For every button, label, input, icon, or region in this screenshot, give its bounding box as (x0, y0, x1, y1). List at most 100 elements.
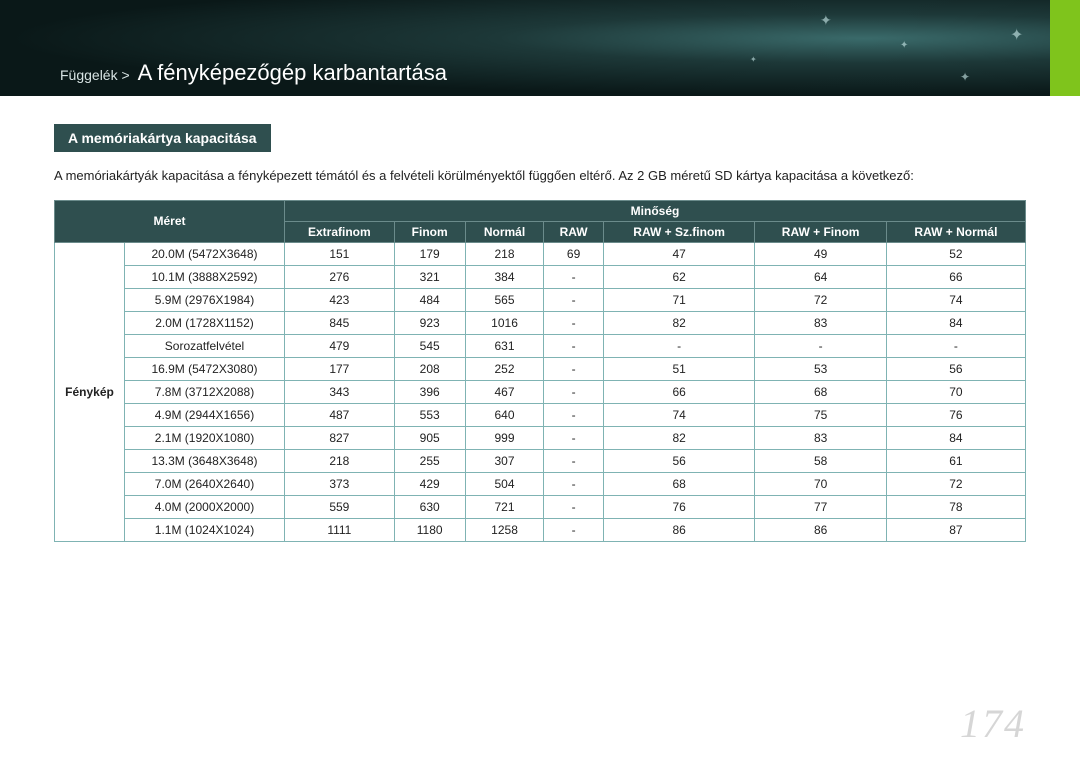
cell-value: 467 (465, 380, 544, 403)
cell-value: 845 (285, 311, 395, 334)
cell-value: 1180 (394, 518, 465, 541)
cell-value: 999 (465, 426, 544, 449)
cell-value: - (544, 472, 603, 495)
cell-value: 1016 (465, 311, 544, 334)
cell-value: 66 (603, 380, 755, 403)
cell-value: 82 (603, 426, 755, 449)
cell-size: 16.9M (5472X3080) (125, 357, 285, 380)
cell-value: - (755, 334, 886, 357)
cell-value: 321 (394, 265, 465, 288)
cell-value: 545 (394, 334, 465, 357)
col-quality-sub: Normál (465, 221, 544, 242)
cell-value: - (544, 449, 603, 472)
cell-value: 177 (285, 357, 395, 380)
cell-value: 70 (886, 380, 1025, 403)
cell-value: 84 (886, 426, 1025, 449)
cell-value: - (544, 265, 603, 288)
table-row: 10.1M (3888X2592)276321384-626466 (55, 265, 1026, 288)
capacity-table: Méret Minőség ExtrafinomFinomNormálRAWRA… (54, 200, 1026, 542)
header-banner: ✦ ✦ ✦ ✦ ✦ Függelék > A fényképezőgép kar… (0, 0, 1080, 96)
cell-value: 218 (465, 242, 544, 265)
page-title: A fényképezőgép karbantartása (138, 60, 447, 85)
table-head: Méret Minőség ExtrafinomFinomNormálRAWRA… (55, 200, 1026, 242)
cell-value: 423 (285, 288, 395, 311)
cell-value: 47 (603, 242, 755, 265)
cell-value: 58 (755, 449, 886, 472)
breadcrumb-prefix: Függelék > (60, 67, 130, 83)
cell-value: 252 (465, 357, 544, 380)
cell-size: Sorozatfelvétel (125, 334, 285, 357)
cell-value: 49 (755, 242, 886, 265)
cell-value: 69 (544, 242, 603, 265)
cell-value: 307 (465, 449, 544, 472)
cell-value: 504 (465, 472, 544, 495)
table-row: 5.9M (2976X1984)423484565-717274 (55, 288, 1026, 311)
col-quality-sub: RAW (544, 221, 603, 242)
cell-value: 151 (285, 242, 395, 265)
cell-value: 208 (394, 357, 465, 380)
cell-value: 484 (394, 288, 465, 311)
table-row: 2.1M (1920X1080)827905999-828384 (55, 426, 1026, 449)
cell-value: 68 (603, 472, 755, 495)
cell-value: - (886, 334, 1025, 357)
sparkle-icon: ✦ (1010, 25, 1023, 45)
cell-value: 77 (755, 495, 886, 518)
cell-value: 56 (886, 357, 1025, 380)
cell-value: 1258 (465, 518, 544, 541)
cell-value: - (544, 380, 603, 403)
cell-value: 71 (603, 288, 755, 311)
col-size: Méret (55, 200, 285, 242)
cell-value: 72 (755, 288, 886, 311)
cell-value: 51 (603, 357, 755, 380)
cell-value: 565 (465, 288, 544, 311)
table-row: 13.3M (3648X3648)218255307-565861 (55, 449, 1026, 472)
col-quality-sub: RAW + Finom (755, 221, 886, 242)
cell-size: 5.9M (2976X1984) (125, 288, 285, 311)
cell-value: 53 (755, 357, 886, 380)
cell-size: 10.1M (3888X2592) (125, 265, 285, 288)
cell-value: - (544, 311, 603, 334)
cell-value: 78 (886, 495, 1025, 518)
cell-value: 1111 (285, 518, 395, 541)
cell-value: 86 (603, 518, 755, 541)
table-row: 7.8M (3712X2088)343396467-666870 (55, 380, 1026, 403)
cell-size: 4.9M (2944X1656) (125, 403, 285, 426)
cell-value: 640 (465, 403, 544, 426)
cell-value: 61 (886, 449, 1025, 472)
sparkle-icon: ✦ (900, 40, 908, 51)
cell-value: 86 (755, 518, 886, 541)
cell-value: 62 (603, 265, 755, 288)
cell-value: 559 (285, 495, 395, 518)
section-description: A memóriakártyák kapacitása a fényképeze… (54, 166, 1026, 186)
cell-value: - (544, 518, 603, 541)
cell-value: 52 (886, 242, 1025, 265)
cell-value: 82 (603, 311, 755, 334)
cell-value: 429 (394, 472, 465, 495)
cell-value: 255 (394, 449, 465, 472)
cell-value: 83 (755, 426, 886, 449)
table-row: Sorozatfelvétel479545631---- (55, 334, 1026, 357)
cell-value: 74 (886, 288, 1025, 311)
cell-size: 7.8M (3712X2088) (125, 380, 285, 403)
cell-size: 4.0M (2000X2000) (125, 495, 285, 518)
table-row: 4.0M (2000X2000)559630721-767778 (55, 495, 1026, 518)
cell-value: 76 (603, 495, 755, 518)
cell-value: 66 (886, 265, 1025, 288)
cell-size: 13.3M (3648X3648) (125, 449, 285, 472)
cell-value: 923 (394, 311, 465, 334)
cell-value: - (544, 357, 603, 380)
cell-value: 721 (465, 495, 544, 518)
cell-value: 827 (285, 426, 395, 449)
cell-size: 1.1M (1024X1024) (125, 518, 285, 541)
cell-value: - (544, 495, 603, 518)
sparkle-icon: ✦ (750, 55, 757, 64)
sparkle-icon: ✦ (960, 70, 970, 84)
cell-value: 553 (394, 403, 465, 426)
sparkle-icon: ✦ (820, 12, 832, 29)
cell-value: 905 (394, 426, 465, 449)
cell-value: - (544, 334, 603, 357)
col-quality-sub: RAW + Normál (886, 221, 1025, 242)
cell-value: 83 (755, 311, 886, 334)
table-row: 4.9M (2944X1656)487553640-747576 (55, 403, 1026, 426)
cell-value: 396 (394, 380, 465, 403)
